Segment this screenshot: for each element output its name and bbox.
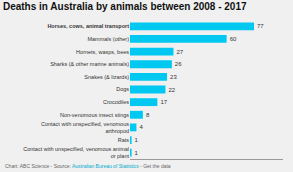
svg-text:Horses, cows, animal transport: Horses, cows, animal transport bbox=[47, 23, 129, 29]
svg-text:1: 1 bbox=[135, 137, 139, 143]
svg-text:1: 1 bbox=[135, 150, 139, 156]
svg-text:Dogs: Dogs bbox=[116, 86, 129, 92]
svg-text:Deaths in Australia by animals: Deaths in Australia by animals between 2… bbox=[3, 1, 247, 12]
svg-text:8: 8 bbox=[146, 112, 150, 118]
svg-text:Non-venomous insect stings: Non-venomous insect stings bbox=[60, 112, 129, 118]
svg-text:60: 60 bbox=[230, 36, 237, 42]
svg-text:Hornets, wasps, bees: Hornets, wasps, bees bbox=[76, 49, 129, 55]
svg-text:77: 77 bbox=[257, 23, 264, 29]
svg-text:17: 17 bbox=[160, 99, 167, 105]
svg-text:Sharks (& other marine animals: Sharks (& other marine animals) bbox=[50, 61, 129, 67]
svg-text:Contact with unspecified, veno: Contact with unspecified, venomous anima… bbox=[23, 146, 129, 159]
svg-text:4: 4 bbox=[139, 124, 143, 130]
svg-text:Crocodiles: Crocodiles bbox=[103, 99, 129, 105]
svg-text:23: 23 bbox=[170, 74, 177, 80]
svg-text:Contact with unspecified, veno: Contact with unspecified, venomousarthro… bbox=[41, 121, 129, 134]
svg-text:27: 27 bbox=[176, 49, 183, 55]
svg-text:Snakes (& lizards): Snakes (& lizards) bbox=[84, 74, 129, 80]
svg-text:26: 26 bbox=[175, 61, 182, 67]
svg-text:Mammals (other): Mammals (other) bbox=[87, 36, 129, 42]
svg-text:Rats: Rats bbox=[118, 137, 130, 143]
svg-text:Chart: ABC Science - Source: A: Chart: ABC Science - Source: Australian … bbox=[5, 163, 171, 169]
svg-text:22: 22 bbox=[168, 87, 175, 93]
